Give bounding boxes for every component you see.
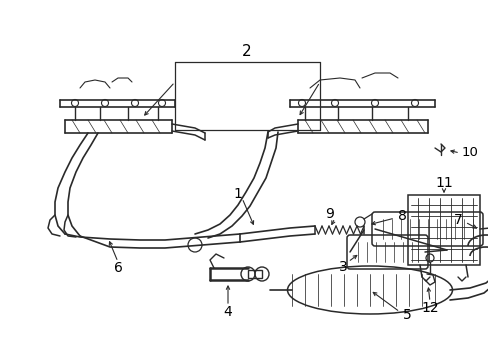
Text: 9: 9 [325,207,334,221]
Text: 11: 11 [434,176,452,190]
Text: 8: 8 [397,209,406,223]
Text: 12: 12 [420,301,438,315]
Bar [247,270,262,278]
Text: 10: 10 [461,147,477,159]
Bar [407,195,479,265]
Text: 3: 3 [338,260,346,274]
Text: 6: 6 [113,261,122,275]
Text: 2: 2 [242,45,251,59]
Text: 7: 7 [453,213,462,227]
Text: 4: 4 [223,305,232,319]
Text: 1: 1 [233,187,242,201]
Text: 5: 5 [402,308,410,322]
